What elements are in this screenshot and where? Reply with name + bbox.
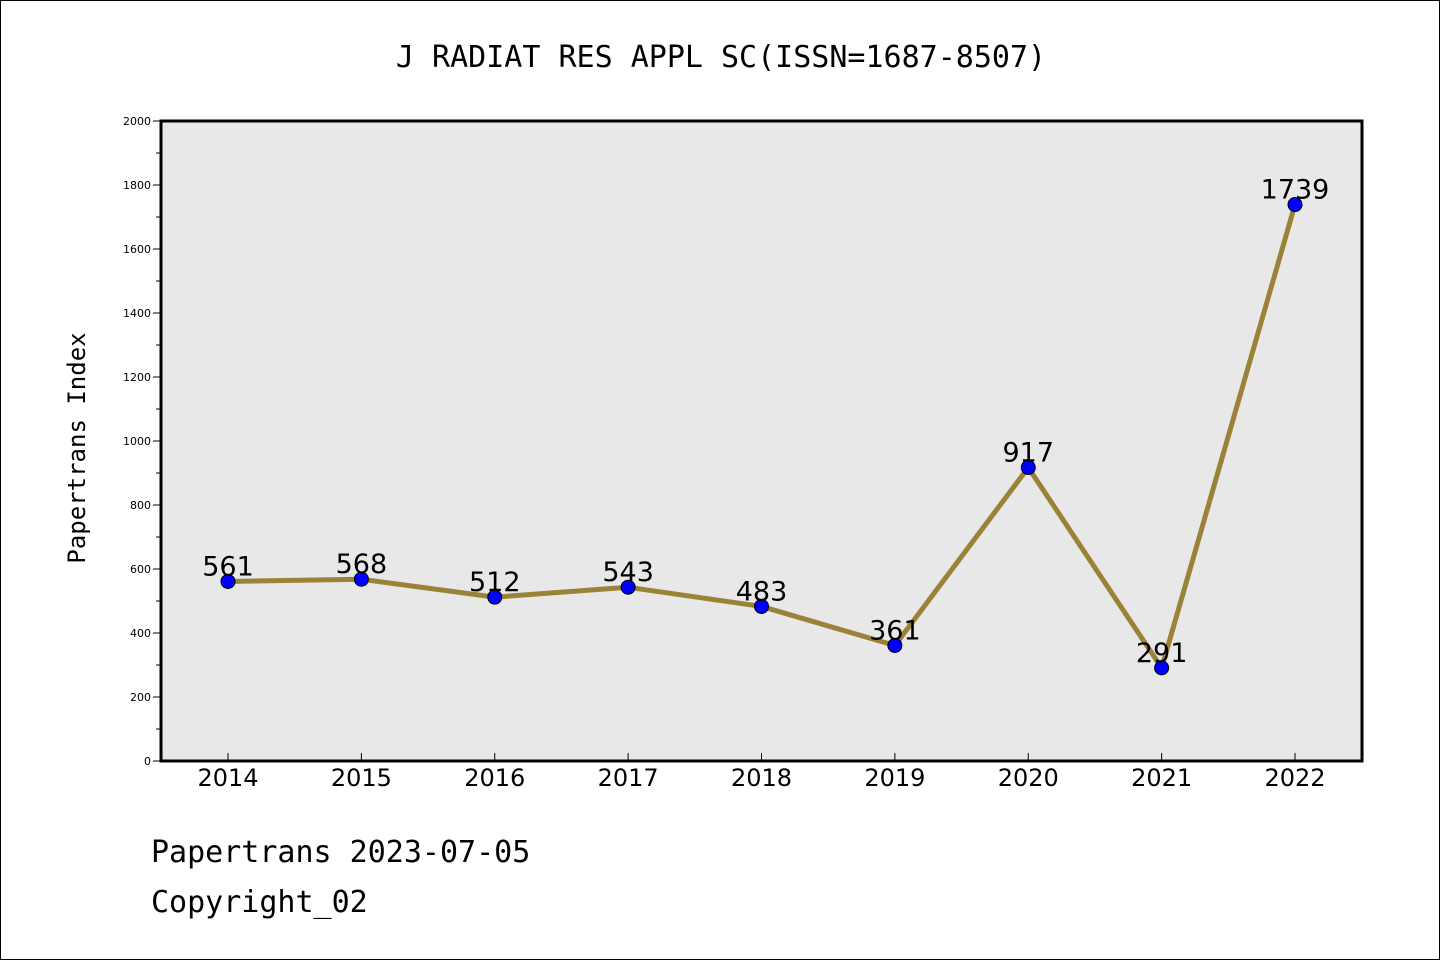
data-point (220, 573, 236, 589)
y-tick-label: 400 (130, 627, 151, 640)
x-tick-label: 2017 (598, 764, 659, 792)
x-tick-label: 2018 (731, 764, 792, 792)
data-point (487, 589, 503, 605)
y-tick-label: 1600 (123, 243, 151, 256)
footer-date-line: Papertrans 2023-07-05 (151, 835, 531, 870)
x-tick-label: 2022 (1264, 764, 1325, 792)
x-tick-label: 2019 (864, 764, 925, 792)
data-point (1020, 460, 1036, 476)
data-label: 483 (736, 576, 788, 607)
plot-area (159, 119, 1364, 763)
data-label: 568 (336, 549, 388, 580)
y-tick-label: 200 (130, 691, 151, 704)
data-point (754, 598, 769, 614)
y-tick-label: 600 (130, 563, 151, 576)
data-label: 512 (469, 567, 521, 598)
y-tick-label: 1200 (123, 371, 151, 384)
data-point (887, 637, 903, 653)
x-tick-label: 2015 (331, 764, 392, 792)
x-axis-ticks: 2014 2015 2016 2017 2018 2019 2020 2021 2022 (197, 753, 1326, 792)
y-axis-label: Papertrans Index (63, 332, 91, 563)
data-point (1287, 197, 1303, 213)
data-label: 291 (1136, 638, 1188, 669)
data-point (353, 571, 369, 587)
data-label: 561 (202, 551, 254, 582)
x-tick-label: 2016 (464, 764, 525, 792)
y-axis-ticks: 0 200 400 600 800 1000 1200 1400 1600 1800 2000 (123, 115, 161, 768)
y-tick-label: 1000 (123, 435, 151, 448)
x-tick-label: 2014 (197, 764, 258, 792)
data-label: 917 (1002, 438, 1054, 469)
data-label: 361 (869, 615, 921, 646)
x-tick-label: 2020 (998, 764, 1059, 792)
data-label: 543 (602, 557, 654, 588)
x-tick-label: 2021 (1131, 764, 1192, 792)
y-tick-label: 1400 (123, 307, 151, 320)
series-layer: 561 568 512 543 483 361 917 291 1739 (202, 175, 1330, 676)
y-tick-label: 800 (130, 499, 151, 512)
data-point (620, 579, 636, 595)
footer-copyright: Copyright_02 (151, 885, 368, 920)
y-tick-label: 2000 (123, 115, 151, 128)
data-point (1154, 660, 1170, 676)
data-label: 1739 (1261, 175, 1330, 206)
chart-title: J RADIAT RES APPL SC(ISSN=1687-8507) (396, 40, 1046, 75)
y-tick-label: 1800 (123, 179, 151, 192)
y-tick-label: 0 (144, 755, 151, 768)
